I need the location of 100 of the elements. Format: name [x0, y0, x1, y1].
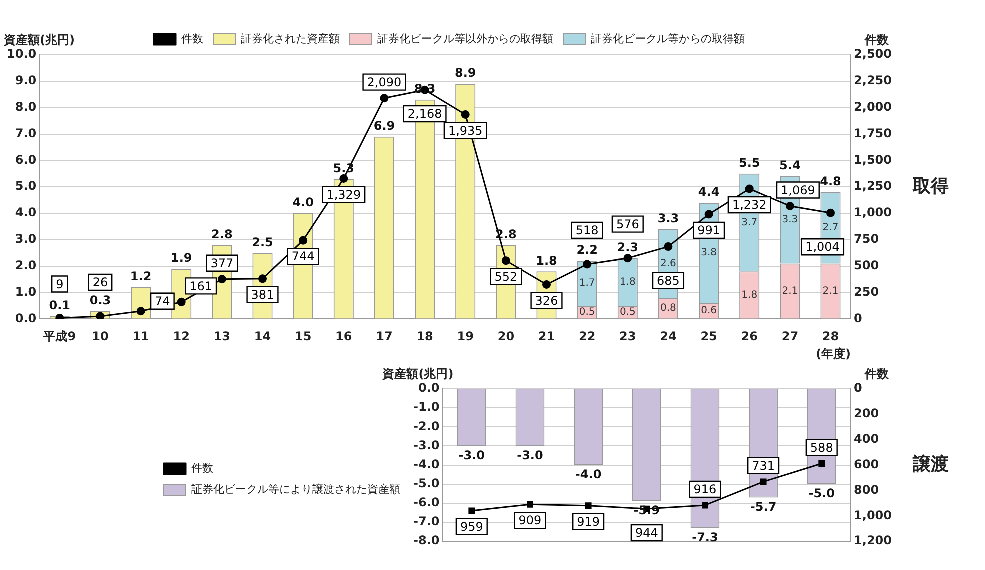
x-tick-label: 23 — [620, 330, 636, 344]
point — [702, 502, 708, 509]
y2-tick-label: 2,500 — [854, 47, 892, 62]
x-tick-label: 11 — [132, 330, 150, 344]
y2-tick-label: 600 — [854, 457, 880, 472]
point — [786, 202, 794, 210]
legend-label: 件数 — [192, 462, 214, 475]
x-tick-label: 19 — [457, 330, 474, 344]
point — [585, 502, 592, 510]
y2-tick-label: 500 — [854, 258, 880, 272]
data-label: 916 — [694, 482, 717, 497]
data-label: 0.3 — [90, 293, 112, 308]
total-label: 5.4 — [780, 158, 801, 173]
data-label: 2.1 — [822, 286, 839, 297]
point — [818, 460, 826, 467]
data-label: -3.0 — [458, 448, 486, 462]
data-label: 0.5 — [620, 306, 636, 318]
data-label: 2.6 — [660, 258, 676, 270]
data-label: 2,168 — [408, 107, 442, 122]
y-tick-label: 8.0 — [15, 100, 37, 114]
point — [380, 94, 389, 103]
y-tick-label: 3.0 — [15, 232, 37, 246]
point — [258, 274, 267, 284]
x-tick-label: 22 — [578, 330, 596, 344]
y2-tick-label: 1,000 — [854, 508, 892, 522]
data-label: 909 — [518, 514, 542, 528]
data-label: 1,232 — [732, 198, 767, 212]
data-label: 381 — [251, 288, 274, 302]
data-label: -5.7 — [750, 500, 777, 514]
point — [502, 256, 510, 266]
y-tick-label: 5.0 — [15, 179, 37, 194]
y2-tick-label: 0 — [854, 311, 862, 326]
data-label: 1.8 — [536, 254, 558, 268]
point — [177, 298, 186, 306]
data-label: 0.5 — [579, 306, 596, 318]
y2-tick-label: 800 — [854, 482, 880, 497]
x-tick-label: 10 — [92, 330, 109, 344]
data-label: 8.9 — [454, 66, 476, 80]
legend-label: 証券化ビークル等以外からの取得額 — [378, 32, 554, 46]
point — [136, 307, 146, 316]
x-tick-label: 24 — [660, 330, 677, 344]
total-label: 2.3 — [617, 240, 639, 255]
point — [760, 478, 767, 486]
y-tick-label: -2.0 — [413, 419, 440, 434]
total-label: 2.2 — [576, 243, 598, 258]
data-label: 3.3 — [782, 214, 798, 226]
text: 譲渡 — [912, 454, 950, 475]
data-label: 991 — [698, 224, 720, 238]
point — [299, 236, 308, 245]
y-tick-label: -3.0 — [413, 438, 440, 452]
point — [624, 254, 632, 263]
y2-axis-title: 件数 — [864, 33, 890, 48]
point — [745, 184, 754, 194]
x-tick-label: 21 — [538, 330, 556, 344]
x-tick-label: 15 — [294, 330, 312, 344]
y-tick-label: -7.0 — [413, 514, 440, 529]
point — [527, 501, 534, 508]
y2-tick-label: 250 — [854, 284, 880, 299]
y-tick-label: 2.0 — [15, 258, 37, 272]
y-tick-label: -4.0 — [413, 457, 440, 472]
point — [664, 242, 673, 252]
legend-label: 証券化ビークル等により譲渡された資産額 — [192, 482, 400, 496]
x-axis-title: (年度) — [816, 346, 852, 361]
x-tick-label: 25 — [700, 330, 718, 344]
y-tick-label: 6.0 — [15, 152, 37, 167]
y2-tick-label: 1,000 — [854, 206, 892, 220]
data-label: 1.2 — [130, 270, 152, 284]
data-label: 3.8 — [701, 248, 717, 259]
x-tick-label: 平成9 — [42, 330, 76, 344]
data-label: 9 — [56, 277, 64, 292]
data-label: 161 — [190, 279, 213, 294]
x-tick-label: 26 — [741, 330, 758, 344]
y2-tick-label: 1,250 — [854, 179, 892, 194]
y2-tick-label: 2,000 — [854, 100, 892, 114]
y-tick-label: -1.0 — [413, 400, 440, 414]
data-label: 4.0 — [292, 196, 314, 210]
y2-tick-label: 0 — [854, 381, 862, 396]
data-label: 2.7 — [822, 222, 839, 234]
total-label: 4.4 — [698, 185, 720, 200]
y-axis-title: 資産額(兆円) — [3, 33, 75, 48]
data-label: 2,090 — [367, 75, 402, 90]
data-label: 1.9 — [170, 251, 192, 266]
x-tick-label: 27 — [782, 330, 799, 344]
y-tick-label: 9.0 — [15, 74, 37, 88]
point — [826, 208, 836, 218]
y2-tick-label: 750 — [854, 232, 880, 246]
point — [704, 210, 714, 219]
y2-tick-label: 200 — [854, 406, 880, 421]
data-label: 26 — [92, 276, 108, 290]
x-tick-label: 12 — [173, 330, 190, 344]
point — [583, 260, 592, 269]
y-tick-label: -5.0 — [413, 476, 440, 490]
point — [542, 280, 552, 289]
y-tick-label: -6.0 — [413, 496, 440, 510]
data-label: -3.0 — [517, 448, 544, 462]
x-tick-label: 16 — [336, 330, 352, 344]
x-tick-label: 18 — [416, 330, 434, 344]
data-label: -4.0 — [575, 467, 602, 482]
y2-tick-label: 1,750 — [854, 126, 892, 140]
data-label: 2.8 — [212, 227, 233, 242]
